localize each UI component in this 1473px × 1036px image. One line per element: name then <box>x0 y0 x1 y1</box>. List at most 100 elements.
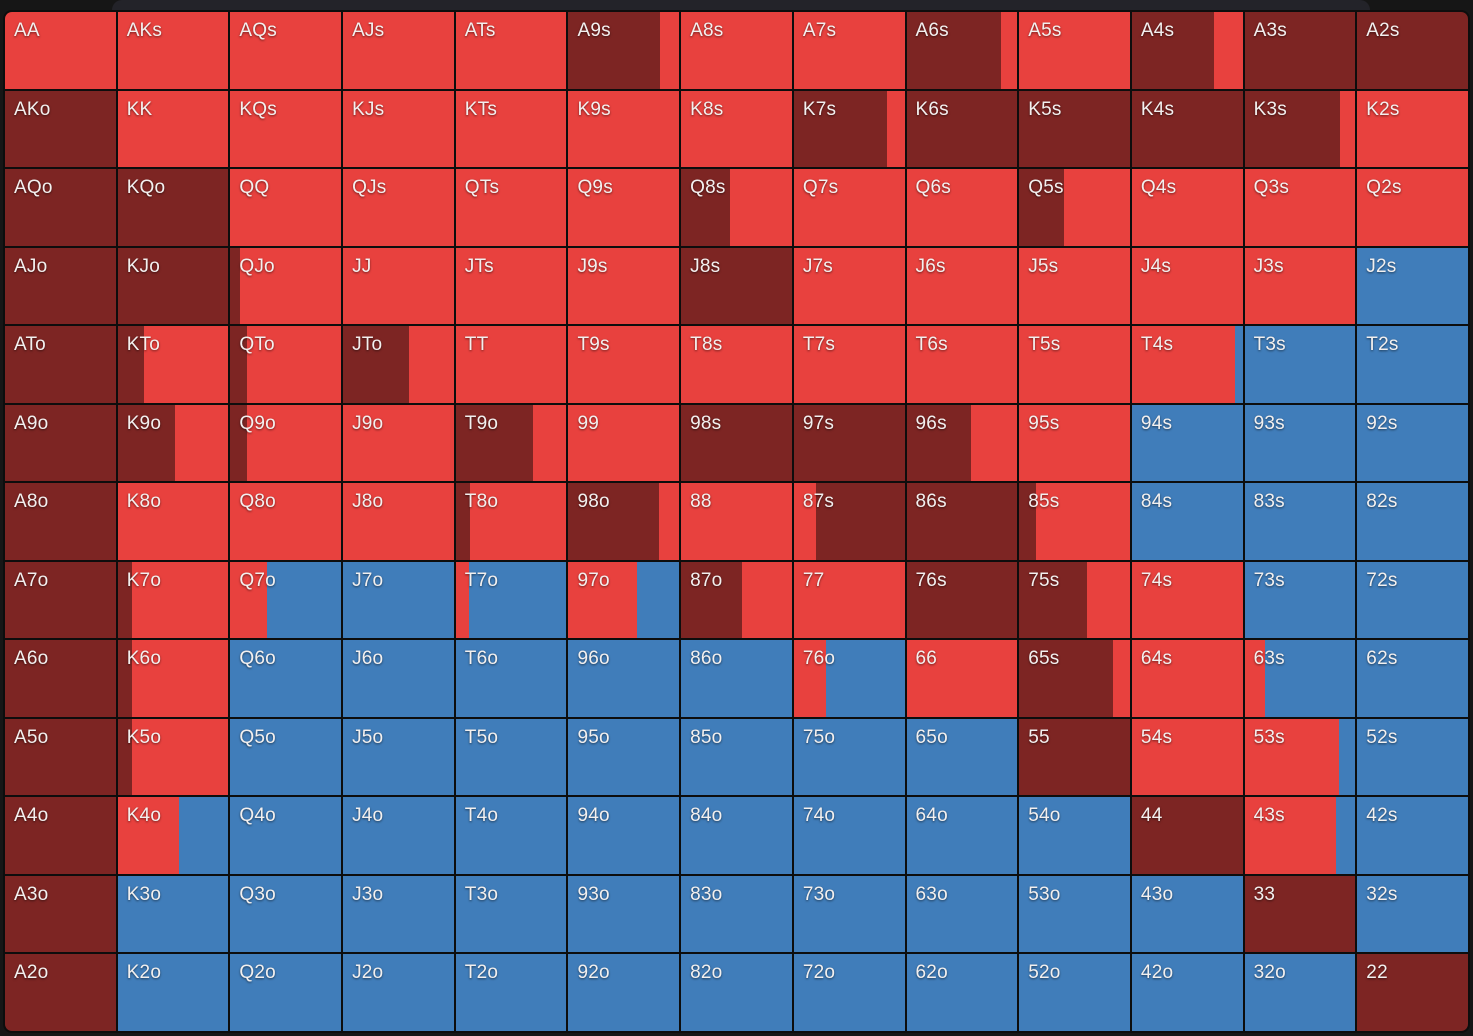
hand-cell-97o[interactable]: 97o <box>568 561 680 639</box>
hand-cell-J5o[interactable]: J5o <box>343 718 454 796</box>
hand-cell-74o[interactable]: 74o <box>793 797 905 874</box>
hand-cell-JTo[interactable]: JTo <box>343 326 454 403</box>
hand-cell-73s[interactable]: 73s <box>1244 561 1356 639</box>
hand-cell-Q9s[interactable]: Q9s <box>568 169 680 246</box>
hand-cell-64s[interactable]: 64s <box>1131 640 1243 717</box>
hand-cell-32o[interactable]: 32o <box>1244 954 1356 1031</box>
hand-cell-KTo[interactable]: KTo <box>117 326 229 403</box>
hand-cell-T7s[interactable]: T7s <box>793 326 905 403</box>
hand-cell-54o[interactable]: 54o <box>1019 797 1130 874</box>
hand-cell-75s[interactable]: 75s <box>1019 561 1130 639</box>
hand-cell-65s[interactable]: 65s <box>1019 640 1130 717</box>
hand-cell-KK[interactable]: KK <box>117 90 229 168</box>
hand-cell-KQo[interactable]: KQo <box>117 169 229 246</box>
hand-cell-Q8o[interactable]: Q8o <box>230 483 342 560</box>
hand-cell-93s[interactable]: 93s <box>1244 404 1356 482</box>
hand-cell-QTs[interactable]: QTs <box>455 169 567 246</box>
hand-cell-ATo[interactable]: ATo <box>5 326 116 403</box>
hand-cell-44[interactable]: 44 <box>1131 797 1243 874</box>
hand-cell-Q3o[interactable]: Q3o <box>230 875 342 953</box>
hand-cell-Q4o[interactable]: Q4o <box>230 797 342 874</box>
hand-cell-K3s[interactable]: K3s <box>1244 90 1356 168</box>
hand-cell-K3o[interactable]: K3o <box>117 875 229 953</box>
hand-cell-52s[interactable]: 52s <box>1357 718 1468 796</box>
hand-cell-AQs[interactable]: AQs <box>230 12 342 89</box>
hand-cell-A9s[interactable]: A9s <box>568 12 680 89</box>
hand-cell-Q5s[interactable]: Q5s <box>1019 169 1130 246</box>
hand-cell-Q4s[interactable]: Q4s <box>1131 169 1243 246</box>
hand-cell-77[interactable]: 77 <box>793 561 905 639</box>
hand-cell-98s[interactable]: 98s <box>681 404 792 482</box>
hand-cell-74s[interactable]: 74s <box>1131 561 1243 639</box>
hand-cell-Q2o[interactable]: Q2o <box>230 954 342 1031</box>
hand-cell-QTo[interactable]: QTo <box>230 326 342 403</box>
hand-cell-J5s[interactable]: J5s <box>1019 247 1130 325</box>
hand-cell-22[interactable]: 22 <box>1357 954 1468 1031</box>
hand-cell-T3o[interactable]: T3o <box>455 875 567 953</box>
hand-cell-K2o[interactable]: K2o <box>117 954 229 1031</box>
hand-cell-98o[interactable]: 98o <box>568 483 680 560</box>
hand-cell-K9s[interactable]: K9s <box>568 90 680 168</box>
hand-cell-K8o[interactable]: K8o <box>117 483 229 560</box>
hand-cell-J3o[interactable]: J3o <box>343 875 454 953</box>
hand-cell-AJo[interactable]: AJo <box>5 247 116 325</box>
hand-cell-K7o[interactable]: K7o <box>117 561 229 639</box>
hand-cell-66[interactable]: 66 <box>906 640 1018 717</box>
hand-cell-A2s[interactable]: A2s <box>1357 12 1468 89</box>
hand-cell-T8o[interactable]: T8o <box>455 483 567 560</box>
hand-cell-ATs[interactable]: ATs <box>455 12 567 89</box>
hand-cell-54s[interactable]: 54s <box>1131 718 1243 796</box>
hand-cell-A2o[interactable]: A2o <box>5 954 116 1031</box>
hand-cell-A7o[interactable]: A7o <box>5 561 116 639</box>
hand-cell-A6s[interactable]: A6s <box>906 12 1018 89</box>
hand-cell-J4o[interactable]: J4o <box>343 797 454 874</box>
hand-cell-63s[interactable]: 63s <box>1244 640 1356 717</box>
hand-cell-43o[interactable]: 43o <box>1131 875 1243 953</box>
hand-cell-63o[interactable]: 63o <box>906 875 1018 953</box>
hand-cell-JTs[interactable]: JTs <box>455 247 567 325</box>
hand-cell-42o[interactable]: 42o <box>1131 954 1243 1031</box>
hand-cell-A3o[interactable]: A3o <box>5 875 116 953</box>
hand-cell-A5s[interactable]: A5s <box>1019 12 1130 89</box>
hand-cell-A7s[interactable]: A7s <box>793 12 905 89</box>
hand-cell-J3s[interactable]: J3s <box>1244 247 1356 325</box>
hand-cell-97s[interactable]: 97s <box>793 404 905 482</box>
hand-cell-KQs[interactable]: KQs <box>230 90 342 168</box>
hand-cell-J8s[interactable]: J8s <box>681 247 792 325</box>
hand-cell-T5o[interactable]: T5o <box>455 718 567 796</box>
hand-cell-Q7s[interactable]: Q7s <box>793 169 905 246</box>
hand-cell-J8o[interactable]: J8o <box>343 483 454 560</box>
hand-cell-J6s[interactable]: J6s <box>906 247 1018 325</box>
hand-cell-T2o[interactable]: T2o <box>455 954 567 1031</box>
hand-cell-KTs[interactable]: KTs <box>455 90 567 168</box>
hand-cell-85s[interactable]: 85s <box>1019 483 1130 560</box>
hand-cell-72s[interactable]: 72s <box>1357 561 1468 639</box>
hand-cell-A4s[interactable]: A4s <box>1131 12 1243 89</box>
hand-cell-96s[interactable]: 96s <box>906 404 1018 482</box>
hand-cell-95o[interactable]: 95o <box>568 718 680 796</box>
hand-cell-K5s[interactable]: K5s <box>1019 90 1130 168</box>
hand-cell-87o[interactable]: 87o <box>681 561 792 639</box>
hand-cell-Q8s[interactable]: Q8s <box>681 169 792 246</box>
hand-cell-J7s[interactable]: J7s <box>793 247 905 325</box>
hand-cell-88[interactable]: 88 <box>681 483 792 560</box>
hand-cell-QJo[interactable]: QJo <box>230 247 342 325</box>
hand-cell-AKo[interactable]: AKo <box>5 90 116 168</box>
hand-cell-42s[interactable]: 42s <box>1357 797 1468 874</box>
hand-cell-J6o[interactable]: J6o <box>343 640 454 717</box>
hand-cell-82o[interactable]: 82o <box>681 954 792 1031</box>
hand-cell-32s[interactable]: 32s <box>1357 875 1468 953</box>
hand-cell-K7s[interactable]: K7s <box>793 90 905 168</box>
hand-cell-86s[interactable]: 86s <box>906 483 1018 560</box>
hand-cell-K6s[interactable]: K6s <box>906 90 1018 168</box>
hand-cell-Q7o[interactable]: Q7o <box>230 561 342 639</box>
hand-cell-95s[interactable]: 95s <box>1019 404 1130 482</box>
hand-cell-96o[interactable]: 96o <box>568 640 680 717</box>
hand-cell-94o[interactable]: 94o <box>568 797 680 874</box>
hand-cell-73o[interactable]: 73o <box>793 875 905 953</box>
hand-cell-K9o[interactable]: K9o <box>117 404 229 482</box>
hand-cell-T4o[interactable]: T4o <box>455 797 567 874</box>
hand-cell-82s[interactable]: 82s <box>1357 483 1468 560</box>
hand-cell-52o[interactable]: 52o <box>1019 954 1130 1031</box>
hand-cell-64o[interactable]: 64o <box>906 797 1018 874</box>
